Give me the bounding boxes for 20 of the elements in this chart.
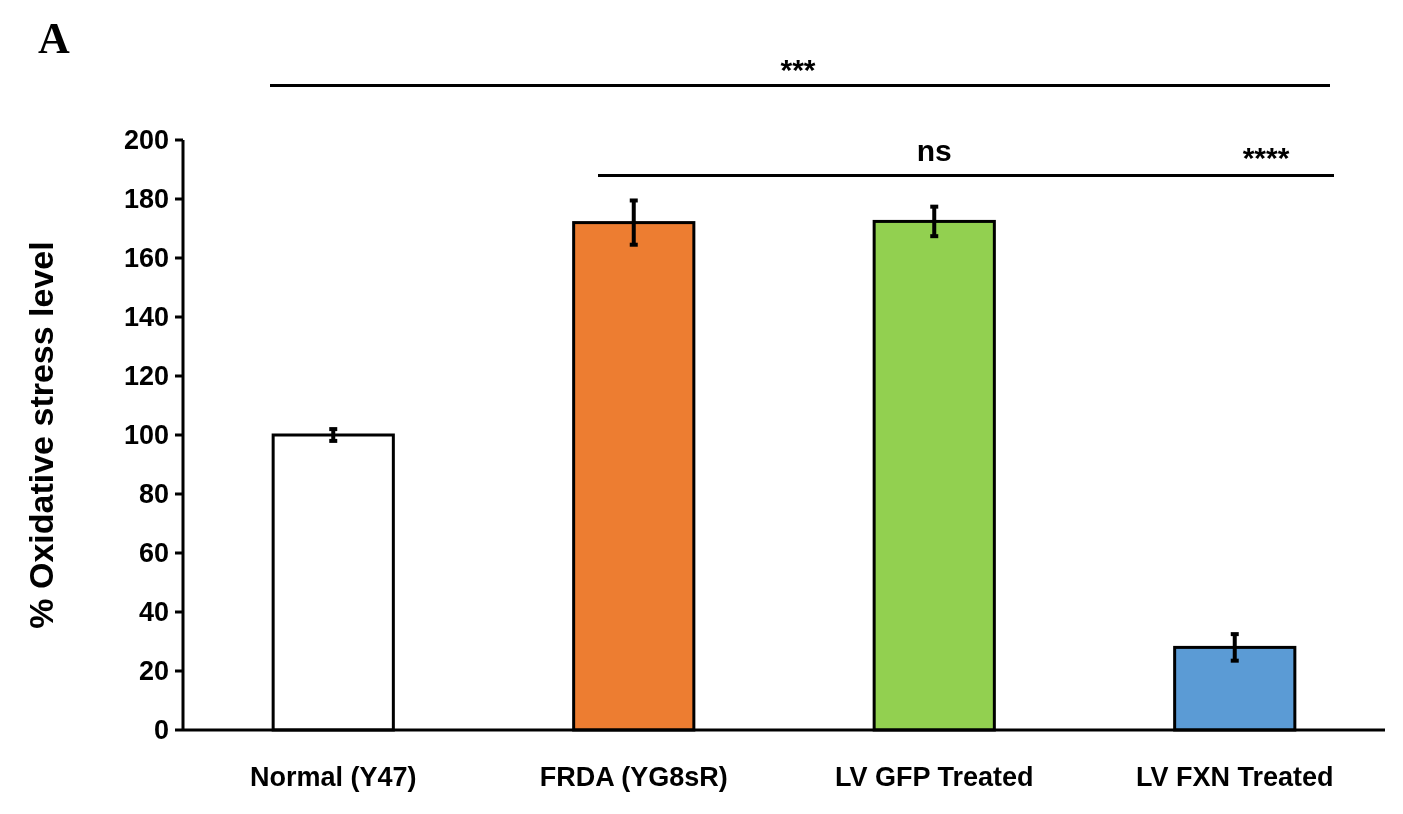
y-tick-label: 120 — [123, 361, 169, 392]
y-tick-label: 200 — [123, 125, 169, 156]
y-tick-label: 20 — [138, 656, 169, 687]
x-tick-label: Normal (Y47) — [249, 762, 417, 792]
y-tick-label: 140 — [123, 302, 169, 333]
y-tick-label: 0 — [153, 715, 169, 746]
y-tick-label: 40 — [138, 597, 169, 628]
y-tick-label: 100 — [123, 420, 169, 451]
x-tick-label: LV FXN Treated — [1135, 762, 1334, 792]
x-tick-label: LV GFP Treated — [834, 762, 1034, 792]
y-axis-title: % Oxidative stress level — [22, 241, 60, 629]
annotation: **** — [1242, 141, 1290, 174]
y-tick-label: 160 — [123, 243, 169, 274]
text: *** — [780, 53, 816, 86]
y-tick-label: 80 — [138, 479, 169, 510]
text: A — [38, 14, 70, 63]
y-tick-label: 60 — [138, 538, 169, 569]
y-tick-label: 180 — [123, 184, 169, 215]
x-tick-label: FRDA (YG8sR) — [539, 762, 728, 792]
annotation: ns — [916, 134, 952, 167]
